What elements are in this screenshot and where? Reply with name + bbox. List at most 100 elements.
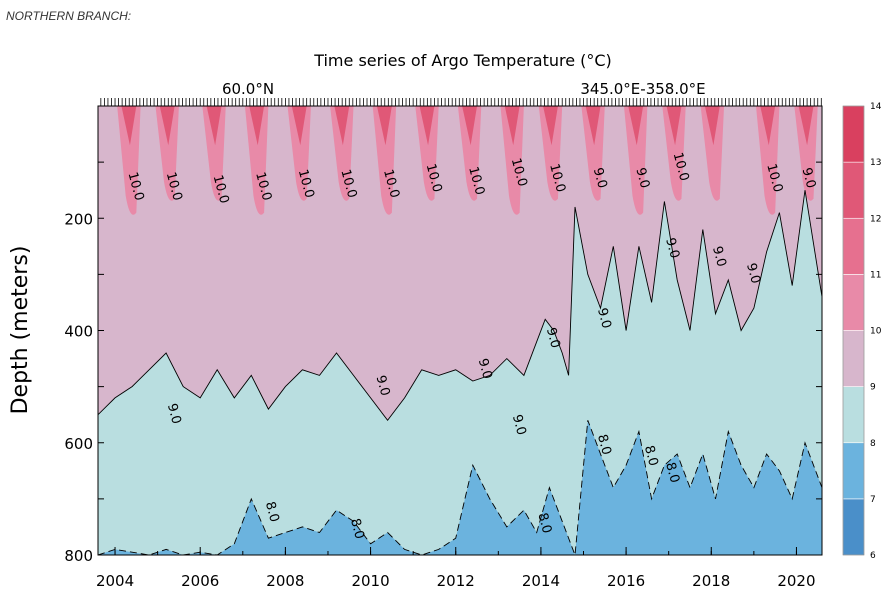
- hot-core: [249, 106, 265, 146]
- contour-annotations: 10.0 10.0 10.0 10.0 10.0 10.0 10.0 10.0 10.0 10.0…: [124, 151, 818, 541]
- colorbar-label: 8: [870, 439, 876, 449]
- x-tick-label: 2010: [351, 572, 389, 590]
- colorbar-label: 12: [870, 214, 881, 224]
- hot-core: [585, 106, 601, 146]
- hot-core: [543, 106, 558, 146]
- contour-label: 10.0: [295, 168, 317, 200]
- hot-core: [760, 106, 776, 146]
- warm-plume: [287, 106, 311, 201]
- hot-core: [159, 106, 175, 146]
- x-tick-label: 2016: [607, 572, 645, 590]
- contour-label: 8.0: [641, 444, 661, 468]
- contour-label: 8.0: [662, 461, 682, 485]
- y-axis-label: Depth (meters): [8, 246, 33, 415]
- colorbar-label: 7: [870, 495, 876, 505]
- x-tick-label: 2014: [522, 572, 560, 590]
- x-tick-label: 2012: [437, 572, 475, 590]
- latitude-label: 60.0°N: [222, 80, 274, 98]
- hot-core: [419, 106, 435, 146]
- y-tick-label: 800: [64, 547, 93, 565]
- warm-plume: [755, 106, 780, 215]
- contour-label: 10.0: [380, 168, 402, 200]
- warm-plume: [700, 106, 725, 201]
- section-caption: NORTHERN BRANCH:: [6, 9, 132, 23]
- plot-frame: [97, 105, 823, 556]
- x-tick-label: 2006: [181, 572, 219, 590]
- contour-label: 9.0: [590, 166, 610, 190]
- contour-label: 9.0: [662, 236, 682, 260]
- hot-core: [504, 106, 520, 146]
- warm-plume: [372, 106, 397, 215]
- hot-core: [704, 106, 720, 146]
- warm-plume: [202, 106, 226, 201]
- hot-core: [462, 106, 478, 146]
- hot-core: [628, 106, 644, 146]
- longitude-label: 345.0°E-358.0°E: [580, 80, 705, 98]
- warm-plume: [330, 106, 354, 201]
- warm-plume: [155, 106, 179, 201]
- warm-plume: [538, 106, 563, 201]
- y-tick-label: 400: [64, 323, 93, 341]
- colorbar: 6 7 8 9 10 11 12 13 14: [842, 102, 882, 561]
- colorbar-label: 9: [870, 383, 876, 393]
- chart-title: Time series of Argo Temperature (°C): [313, 51, 612, 70]
- warm-plume: [500, 106, 524, 215]
- contour-label: 9.0: [594, 306, 614, 330]
- contour-label: 8.0: [594, 433, 614, 457]
- colorbar-swatch: [842, 442, 865, 500]
- axis-ticks: [98, 98, 822, 556]
- warm-plume: [623, 106, 648, 215]
- colorbar-swatch: [842, 386, 865, 444]
- contour-8-line: [98, 420, 822, 555]
- contour-label: 10.0: [670, 151, 692, 183]
- axis-labels: 2004 2006 2008 2010 2012 2014 2016 2018 2020 200 4…: [64, 210, 815, 590]
- colorbar-label: 6: [870, 551, 876, 561]
- contour-label: 8.0: [534, 511, 554, 535]
- colorbar-swatch: [842, 105, 865, 163]
- x-tick-label: 2004: [96, 572, 134, 590]
- contour-label: 10.0: [210, 173, 232, 205]
- contour-label: 10.0: [423, 162, 445, 194]
- hot-core: [291, 106, 307, 146]
- y-tick-label: 200: [64, 210, 93, 228]
- contour-label: 9.0: [509, 413, 529, 437]
- warm-plume: [415, 106, 439, 201]
- plot-area: [98, 106, 822, 555]
- warm-plume: [117, 106, 141, 215]
- contour-label: 10.0: [763, 162, 785, 194]
- warm-plume: [244, 106, 269, 215]
- contour-label: 9.0: [164, 402, 184, 426]
- contour-label: 9.0: [373, 374, 393, 398]
- y-tick-label: 600: [64, 435, 93, 453]
- contour-label: 10.0: [465, 165, 487, 197]
- x-tick-label: 2008: [266, 572, 304, 590]
- contour-9-line: [98, 190, 822, 422]
- contour-label: 8.0: [262, 500, 282, 524]
- contour-label: 9.0: [632, 166, 652, 190]
- hot-core: [121, 106, 137, 146]
- x-tick-label: 2020: [777, 572, 815, 590]
- contour-label: 9.0: [475, 357, 495, 381]
- contour-label: 10.0: [124, 171, 146, 203]
- contour-label: 8.0: [347, 517, 367, 541]
- colorbar-label: 11: [870, 270, 881, 280]
- contour-label: 10.0: [546, 162, 568, 194]
- hot-core: [376, 106, 392, 146]
- warm-plume: [581, 106, 605, 201]
- colorbar-swatch: [842, 498, 865, 556]
- warm-plume: [794, 106, 818, 201]
- warm-plume: [457, 106, 482, 201]
- contour-label: 10.0: [337, 168, 359, 200]
- colorbar-label: 10: [870, 327, 882, 337]
- hot-core: [206, 106, 222, 146]
- hot-core: [798, 106, 814, 146]
- hot-core: [334, 106, 350, 146]
- contour-label: 9.0: [543, 326, 563, 350]
- contour-label: 9.0: [743, 262, 763, 286]
- colorbar-label: 13: [870, 158, 881, 168]
- contour-label: 10.0: [252, 171, 274, 203]
- colorbar-swatch: [842, 330, 865, 387]
- contour-label: 10.0: [508, 156, 530, 188]
- colorbar-swatch: [842, 274, 865, 331]
